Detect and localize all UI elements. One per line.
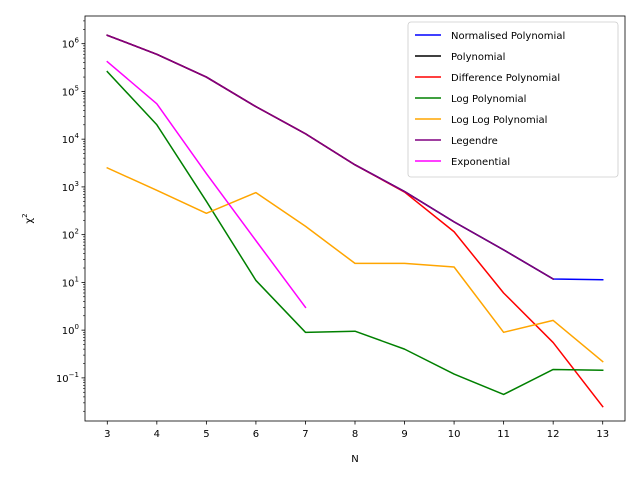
- y-tick-label-base: 10: [56, 374, 69, 385]
- legend-box: [407, 21, 619, 178]
- y-tick-label: 106: [62, 37, 80, 51]
- y-tick-label-base: 10: [62, 183, 75, 194]
- y-tick-label-exp: −1: [69, 371, 79, 379]
- y-axis-label-base: χ: [24, 218, 35, 224]
- y-tick-label: 102: [62, 228, 79, 242]
- x-tick-label: 5: [203, 429, 209, 440]
- series-line-3: [106, 70, 604, 396]
- y-tick-label-base: 10: [62, 326, 75, 337]
- y-tick-label-base: 10: [62, 278, 75, 289]
- y-tick-label: 104: [62, 132, 80, 146]
- series-line-4: [106, 166, 604, 363]
- x-tick-label: 4: [154, 429, 160, 440]
- x-tick-label: 11: [497, 429, 510, 440]
- y-axis-label-sup: 2: [21, 213, 29, 217]
- y-tick-label-base: 10: [62, 40, 75, 51]
- series-line-6: [106, 60, 307, 309]
- legend-label-6: Exponential: [451, 157, 510, 168]
- x-tick-label: 7: [302, 429, 308, 440]
- x-tick-label: 10: [448, 429, 461, 440]
- y-tick-label-base: 10: [62, 135, 75, 146]
- y-tick-label: 105: [62, 84, 79, 98]
- series-layer: [106, 34, 604, 408]
- y-tick-label-exp: 1: [75, 275, 79, 283]
- legend-label-2: Difference Polynomial: [451, 73, 560, 84]
- legend-label-5: Legendre: [451, 136, 498, 147]
- y-axis-label: χ2: [21, 213, 35, 223]
- y-tick-label-exp: 2: [75, 228, 79, 236]
- y-tick-label: 103: [62, 180, 79, 194]
- y-tick-label-exp: 3: [75, 180, 79, 188]
- legend-label-1: Polynomial: [451, 52, 505, 63]
- legend-label-4: Log Log Polynomial: [451, 115, 547, 126]
- y-tick-label: 100: [62, 323, 79, 337]
- y-tick-label-exp: 4: [75, 132, 80, 140]
- y-tick-label-exp: 6: [75, 37, 80, 45]
- x-tick-label: 8: [352, 429, 358, 440]
- x-tick-label: 6: [253, 429, 259, 440]
- x-tick-label: 13: [596, 429, 609, 440]
- legend-label-0: Normalised Polynomial: [451, 31, 565, 42]
- y-tick-label-exp: 5: [75, 84, 79, 92]
- series-line-5: [106, 34, 555, 280]
- y-tick-label-base: 10: [62, 231, 75, 242]
- legend-label-3: Log Polynomial: [451, 94, 526, 105]
- y-tick-label-exp: 0: [75, 323, 79, 331]
- x-tick-label: 3: [104, 429, 110, 440]
- y-tick-label: 101: [62, 275, 79, 289]
- x-tick-label: 12: [547, 429, 560, 440]
- x-axis-label: N: [351, 454, 358, 465]
- legend: Normalised Polynomial Polynomial Differenc…: [407, 21, 619, 178]
- y-tick-label: 10−1: [56, 371, 79, 385]
- y-tick-label-base: 10: [62, 87, 75, 98]
- x-tick-label: 9: [401, 429, 407, 440]
